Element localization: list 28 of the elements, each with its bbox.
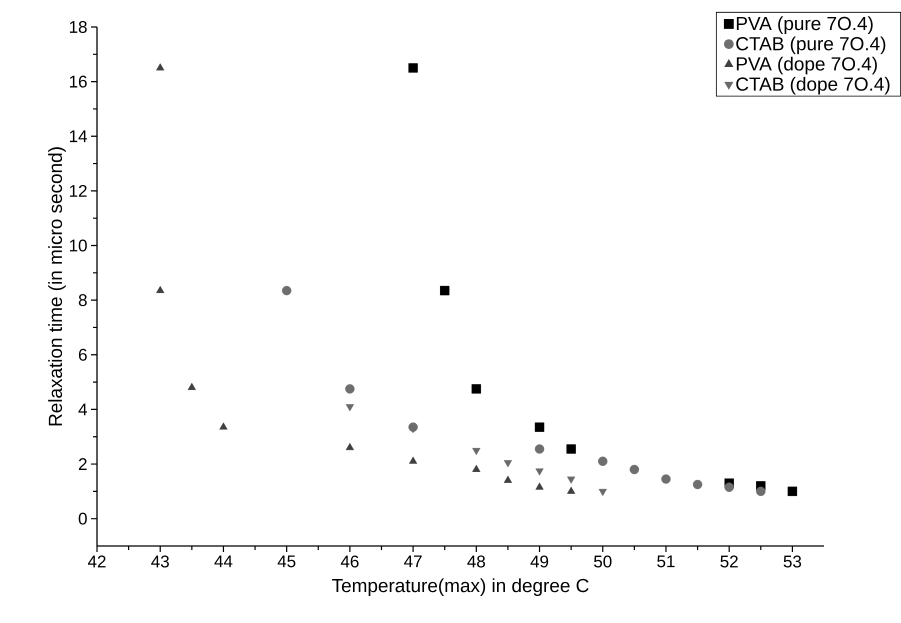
x-tick-label: 50 xyxy=(594,556,612,568)
legend-label: PVA (dope 7O.4) xyxy=(736,56,877,74)
y-tick-label: 2 xyxy=(78,458,87,470)
x-tick-label: 49 xyxy=(530,556,548,568)
x-tick-label: 48 xyxy=(467,556,485,568)
y-tick-label: 14 xyxy=(70,130,87,142)
x-tick-label: 51 xyxy=(657,556,675,568)
x-tick-label: 42 xyxy=(88,556,106,568)
y-tick-label: 8 xyxy=(78,294,87,306)
x-tick-label: 44 xyxy=(214,556,232,568)
x-tick-label: 46 xyxy=(340,556,359,568)
y-axis-title: Relaxation time (in micro second) xyxy=(48,147,66,426)
legend-label: PVA (pure 7O.4) xyxy=(736,16,873,34)
x-axis-title: Temperature(max) in degree C xyxy=(332,578,589,596)
legend-label: CTAB (pure 7O.4) xyxy=(736,36,886,54)
x-tick-label: 45 xyxy=(278,556,296,568)
y-tick-label: 12 xyxy=(70,184,87,197)
y-tick-label: 4 xyxy=(78,404,87,416)
x-tick-label: 53 xyxy=(784,556,802,568)
y-tick-label: 6 xyxy=(78,348,87,361)
y-tick-label: 10 xyxy=(70,240,87,252)
x-tick-label: 52 xyxy=(720,556,738,568)
y-tick-label: 18 xyxy=(70,20,87,33)
legend-label: CTAB (dope 7O.4) xyxy=(736,76,890,95)
y-tick-label: 16 xyxy=(70,76,87,88)
x-tick-label: 47 xyxy=(404,556,422,568)
y-tick-label: 0 xyxy=(78,512,87,525)
x-tick-label: 43 xyxy=(151,556,169,568)
